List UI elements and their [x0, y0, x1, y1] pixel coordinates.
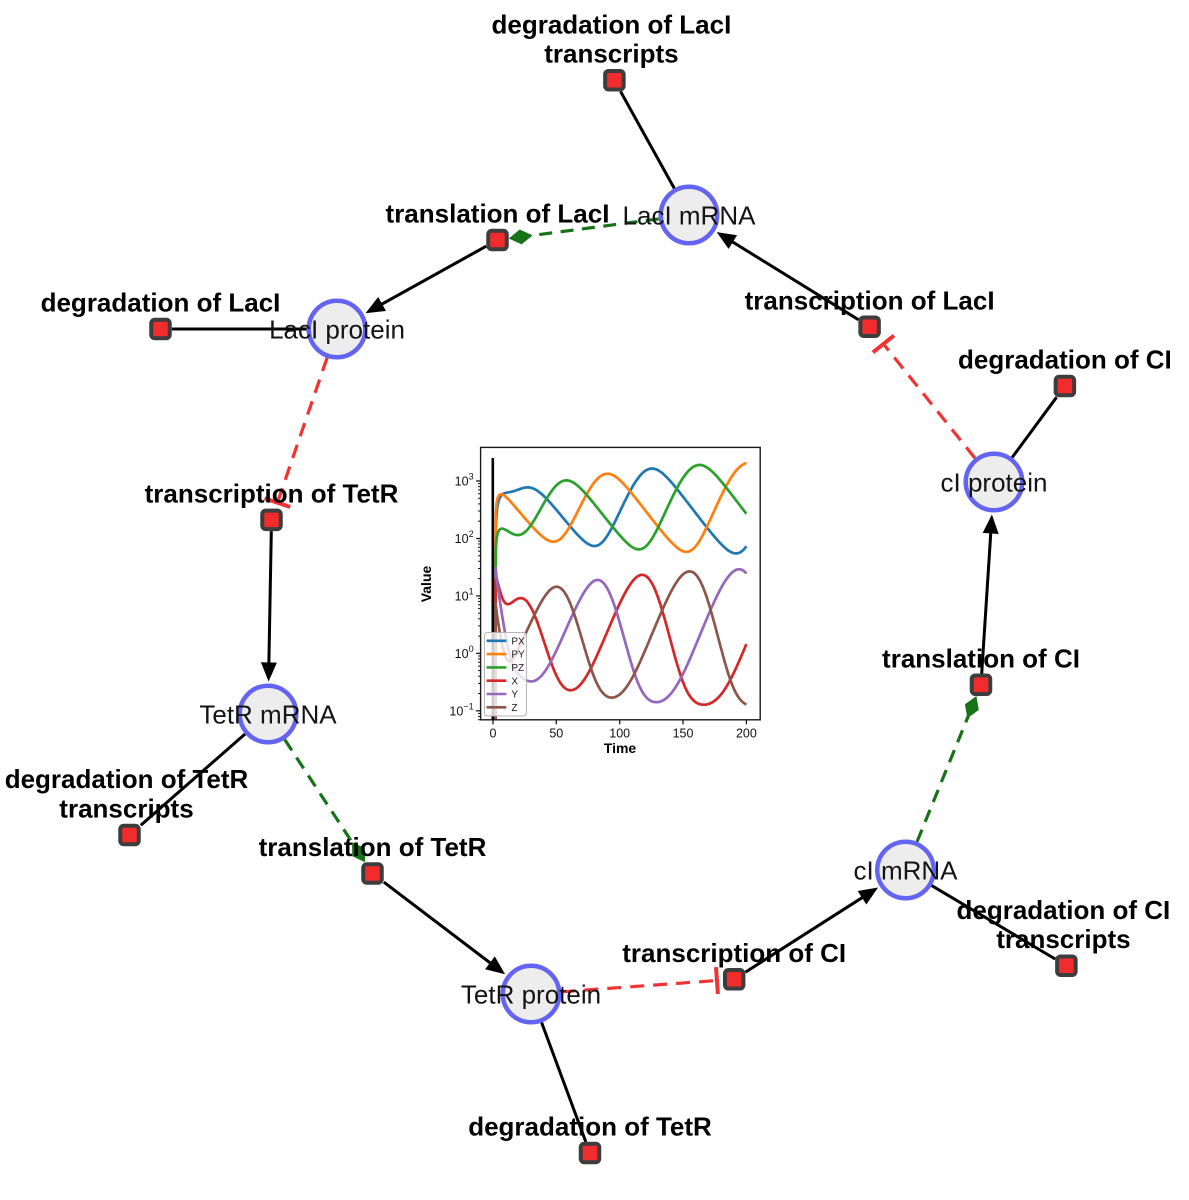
svg-text:TetR mRNA: TetR mRNA	[199, 700, 337, 730]
svg-text:PX: PX	[511, 636, 525, 647]
svg-text:translation of TetR: translation of TetR	[259, 832, 487, 862]
svg-text:LacI protein: LacI protein	[269, 315, 405, 345]
svg-text:0: 0	[490, 726, 497, 740]
svg-text:PY: PY	[511, 650, 525, 661]
svg-text:transcription of LacI: transcription of LacI	[745, 285, 995, 315]
svg-text:transcripts: transcripts	[996, 924, 1130, 954]
svg-text:150: 150	[673, 726, 694, 740]
svg-text:degradation of LacI: degradation of LacI	[491, 9, 731, 39]
svg-text:X: X	[511, 676, 518, 687]
svg-text:translation of LacI: translation of LacI	[386, 199, 610, 229]
svg-text:degradation of CI: degradation of CI	[958, 345, 1172, 375]
svg-text:LacI mRNA: LacI mRNA	[623, 201, 757, 231]
svg-text:200: 200	[736, 726, 757, 740]
svg-text:cI protein: cI protein	[941, 468, 1048, 498]
svg-text:transcripts: transcripts	[544, 39, 678, 69]
svg-text:degradation of LacI: degradation of LacI	[41, 288, 281, 318]
svg-text:transcription of TetR: transcription of TetR	[145, 479, 399, 509]
svg-text:transcripts: transcripts	[59, 794, 193, 824]
svg-text:50: 50	[549, 726, 563, 740]
svg-text:Y: Y	[511, 690, 518, 701]
svg-text:100: 100	[609, 726, 630, 740]
svg-text:TetR protein: TetR protein	[461, 980, 601, 1010]
svg-text:cI mRNA: cI mRNA	[854, 856, 959, 886]
svg-text:degradation of CI: degradation of CI	[957, 895, 1171, 925]
svg-text:Time: Time	[604, 740, 637, 756]
svg-text:PZ: PZ	[511, 663, 524, 674]
svg-text:translation of CI: translation of CI	[882, 643, 1080, 673]
svg-text:degradation of TetR: degradation of TetR	[5, 764, 249, 794]
svg-text:degradation of TetR: degradation of TetR	[468, 1112, 712, 1142]
svg-text:transcription of CI: transcription of CI	[622, 938, 846, 968]
svg-text:Z: Z	[511, 703, 517, 714]
svg-text:Value: Value	[418, 566, 434, 603]
